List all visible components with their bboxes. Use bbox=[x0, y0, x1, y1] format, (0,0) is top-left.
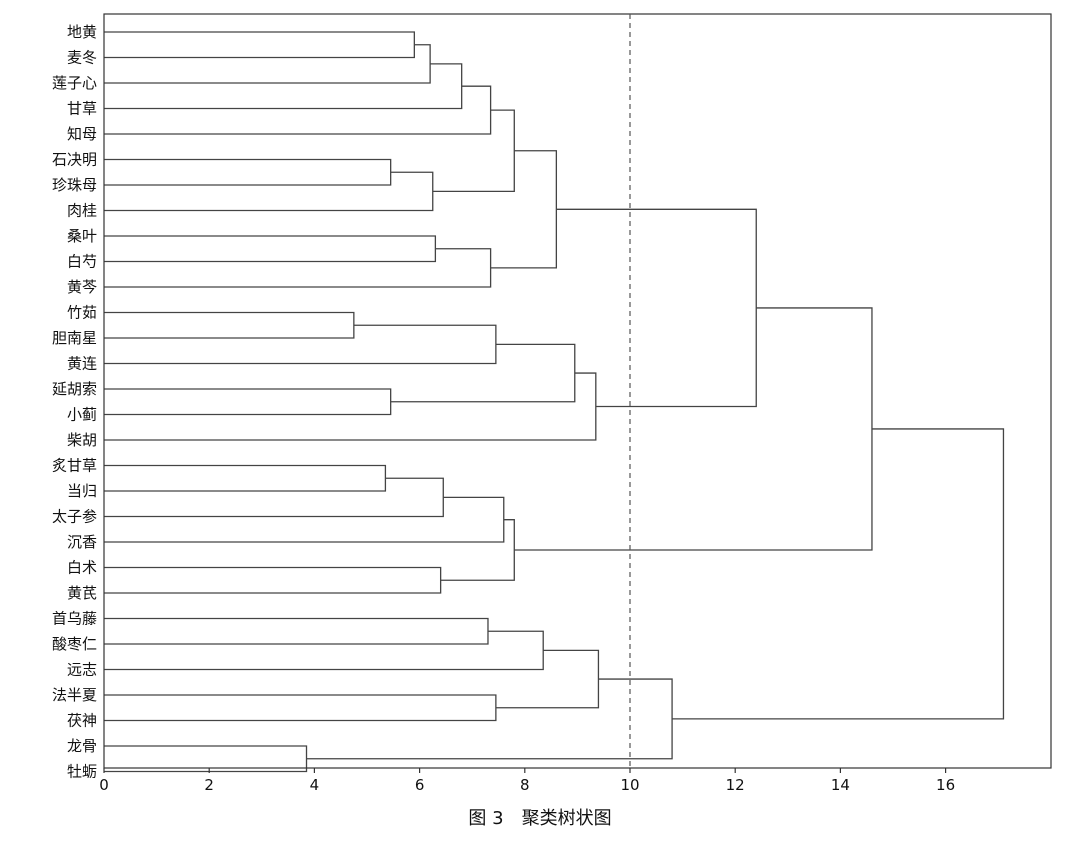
dendrogram-link bbox=[104, 171, 434, 212]
leaf-label: 胆南星 bbox=[52, 329, 97, 347]
leaf-label: 沉香 bbox=[67, 533, 97, 551]
dendrogram-link bbox=[390, 343, 576, 403]
leaf-label: 肉桂 bbox=[67, 202, 97, 220]
x-tick-label: 10 bbox=[620, 776, 639, 794]
dendrogram-link bbox=[104, 566, 442, 594]
plot-frame bbox=[103, 13, 1052, 769]
dendrogram-link bbox=[490, 150, 558, 269]
leaf-label: 知母 bbox=[67, 125, 97, 143]
leaf-label: 竹茹 bbox=[67, 304, 97, 322]
leaf-label: 炙甘草 bbox=[52, 457, 97, 475]
leaf-label: 桑叶 bbox=[67, 227, 97, 245]
dendrogram-link bbox=[104, 158, 392, 186]
x-tick-label: 0 bbox=[99, 776, 109, 794]
dendrogram-chart: 地黄麦冬莲子心甘草知母石决明珍珠母肉桂桑叶白芍黄芩竹茹胆南星黄连延胡索小蓟柴胡炙… bbox=[52, 13, 1052, 794]
x-tick-label: 12 bbox=[726, 776, 745, 794]
x-tick-label: 14 bbox=[831, 776, 850, 794]
x-axis-ticks: 0 2 4 6 8 10 12 14 16 bbox=[99, 768, 955, 794]
leaf-label: 延胡索 bbox=[52, 380, 97, 398]
x-tick-label: 8 bbox=[520, 776, 530, 794]
dendrogram-link bbox=[306, 678, 673, 760]
dendrogram-link bbox=[672, 428, 1005, 720]
dendrogram-link bbox=[104, 694, 497, 722]
leaf-label: 柴胡 bbox=[67, 431, 97, 449]
leaf-label: 法半夏 bbox=[52, 686, 97, 704]
leaf-label: 酸枣仁 bbox=[52, 635, 97, 653]
figure-caption: 图 3 聚类树状图 bbox=[468, 808, 612, 829]
leaf-label: 远志 bbox=[67, 661, 97, 679]
leaf-label: 白术 bbox=[67, 559, 97, 577]
leaf-label: 当归 bbox=[67, 482, 97, 500]
leaf-label: 黄连 bbox=[67, 355, 97, 373]
dendrogram-link bbox=[104, 63, 463, 110]
dendrogram-link bbox=[495, 649, 600, 709]
leaf-label: 首乌藤 bbox=[52, 610, 97, 628]
dendrogram-link bbox=[104, 311, 355, 339]
dendrogram-link bbox=[104, 31, 415, 59]
leaf-label: 小蓟 bbox=[67, 406, 97, 424]
leaf-label: 石决明 bbox=[52, 151, 97, 169]
dendrogram-link bbox=[104, 44, 431, 84]
leaf-label: 黄芪 bbox=[67, 584, 97, 602]
dendrogram-links bbox=[104, 31, 1005, 773]
dendrogram-link bbox=[104, 477, 444, 518]
dendrogram-link bbox=[104, 388, 392, 416]
leaf-label: 莲子心 bbox=[52, 74, 97, 92]
leaf-label: 太子参 bbox=[52, 508, 97, 526]
dendrogram-link bbox=[556, 208, 757, 408]
leaf-label: 牡蛎 bbox=[67, 763, 97, 781]
leaf-label: 黄芩 bbox=[67, 278, 97, 296]
x-tick-label: 6 bbox=[415, 776, 425, 794]
dendrogram-link bbox=[104, 630, 544, 671]
dendrogram-link bbox=[104, 235, 437, 263]
leaf-label: 茯神 bbox=[67, 712, 97, 730]
dendrogram-link bbox=[104, 248, 492, 288]
dendrogram-link bbox=[104, 324, 497, 365]
dendrogram-link bbox=[104, 617, 489, 645]
x-tick-label: 4 bbox=[310, 776, 320, 794]
leaf-label: 麦冬 bbox=[67, 49, 97, 67]
dendrogram-link bbox=[104, 372, 597, 441]
x-tick-label: 16 bbox=[936, 776, 955, 794]
x-tick-label: 2 bbox=[204, 776, 214, 794]
leaf-label: 白芍 bbox=[67, 253, 97, 271]
leaf-label: 地黄 bbox=[67, 23, 97, 41]
dendrogram-link bbox=[104, 85, 492, 135]
leaf-labels: 地黄麦冬莲子心甘草知母石决明珍珠母肉桂桑叶白芍黄芩竹茹胆南星黄连延胡索小蓟柴胡炙… bbox=[52, 23, 97, 781]
dendrogram-link bbox=[432, 109, 515, 193]
leaf-label: 甘草 bbox=[67, 100, 97, 118]
dendrogram-link bbox=[104, 464, 387, 492]
leaf-label: 龙骨 bbox=[67, 737, 97, 755]
leaf-label: 珍珠母 bbox=[52, 176, 97, 194]
